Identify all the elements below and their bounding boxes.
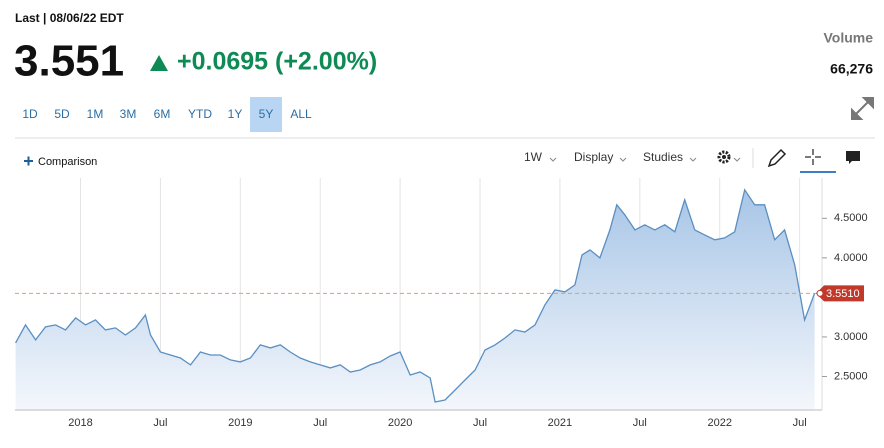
crosshair-icon[interactable] — [805, 149, 821, 165]
range-button[interactable]: 5D — [54, 107, 70, 121]
price-line — [15, 188, 816, 403]
comparison-label: Comparison — [38, 156, 97, 168]
x-tick-label: Jul — [793, 417, 807, 429]
x-tick-label: 2020 — [388, 417, 412, 429]
range-button[interactable]: YTD — [188, 107, 212, 121]
comment-icon[interactable] — [846, 151, 860, 164]
last-price-tag — [816, 285, 864, 302]
price: 3.551 — [14, 37, 124, 86]
range-label: 6M — [154, 107, 171, 121]
chevron — [619, 157, 627, 162]
last-price-label: 3.5510 — [826, 288, 860, 300]
range-label: 5Y — [259, 107, 274, 121]
range-button[interactable]: 1M — [87, 107, 104, 121]
chevron — [549, 157, 557, 162]
settings-icon[interactable] — [717, 150, 741, 164]
y-tick-label: 3.0000 — [834, 331, 868, 343]
range-label: YTD — [188, 107, 212, 121]
range-button[interactable]: ALL — [290, 107, 312, 121]
chart: 2018 Jul 2019 Jul 2020 Jul 2021 Jul 2022 Jul 2.500… — [15, 178, 868, 429]
studies-menu[interactable]: Studies — [643, 150, 683, 164]
range-label: 1D — [22, 107, 38, 121]
volume: 66,276 — [830, 61, 873, 77]
plus-icon — [24, 156, 33, 166]
last-date: Last | 08/06/22 EDT — [15, 11, 124, 25]
up-arrow — [150, 55, 168, 71]
x-tick-label: 2022 — [707, 417, 731, 429]
range-label: 1Y — [228, 107, 243, 121]
y-tick-label: 4.5000 — [834, 212, 868, 224]
y-tick-label: 2.5000 — [834, 370, 868, 382]
range-button[interactable]: 6M — [154, 107, 171, 121]
y-tick-label: 4.0000 — [834, 252, 868, 264]
area — [15, 189, 815, 410]
selected-highlight — [250, 97, 282, 132]
range-button[interactable]: 1D — [22, 107, 38, 121]
chevron — [689, 157, 697, 162]
range-label: 1M — [87, 107, 104, 121]
display-menu[interactable]: Display — [574, 150, 613, 164]
x-tick-label: 2018 — [68, 417, 92, 429]
x-tick-label: Jul — [313, 417, 327, 429]
price-change: +0.0695 (+2.00%) — [177, 48, 377, 76]
range-label: 5D — [54, 107, 70, 121]
range-button[interactable]: 5Y — [250, 97, 282, 132]
x-tick-label: Jul — [153, 417, 167, 429]
x-tick-label: Jul — [473, 417, 487, 429]
last-price-dot — [816, 289, 824, 297]
range-button[interactable]: 1Y — [228, 107, 243, 121]
range-buttons: 1D 5D 1M 3M 6M YTD 1Y 5Y ALL — [22, 97, 312, 132]
range-label: 3M — [120, 107, 137, 121]
range-button[interactable]: 3M — [120, 107, 137, 121]
range-label: ALL — [290, 107, 312, 121]
x-tick-label: Jul — [633, 417, 647, 429]
volume-label: Volume — [823, 30, 873, 46]
expand-icon[interactable] — [851, 97, 874, 120]
x-tick-label: 2019 — [228, 417, 252, 429]
draw-icon[interactable] — [767, 148, 787, 168]
x-tick-label: 2021 — [548, 417, 572, 429]
comparison-button[interactable]: Comparison — [24, 156, 97, 168]
interval[interactable]: 1W — [524, 150, 543, 164]
